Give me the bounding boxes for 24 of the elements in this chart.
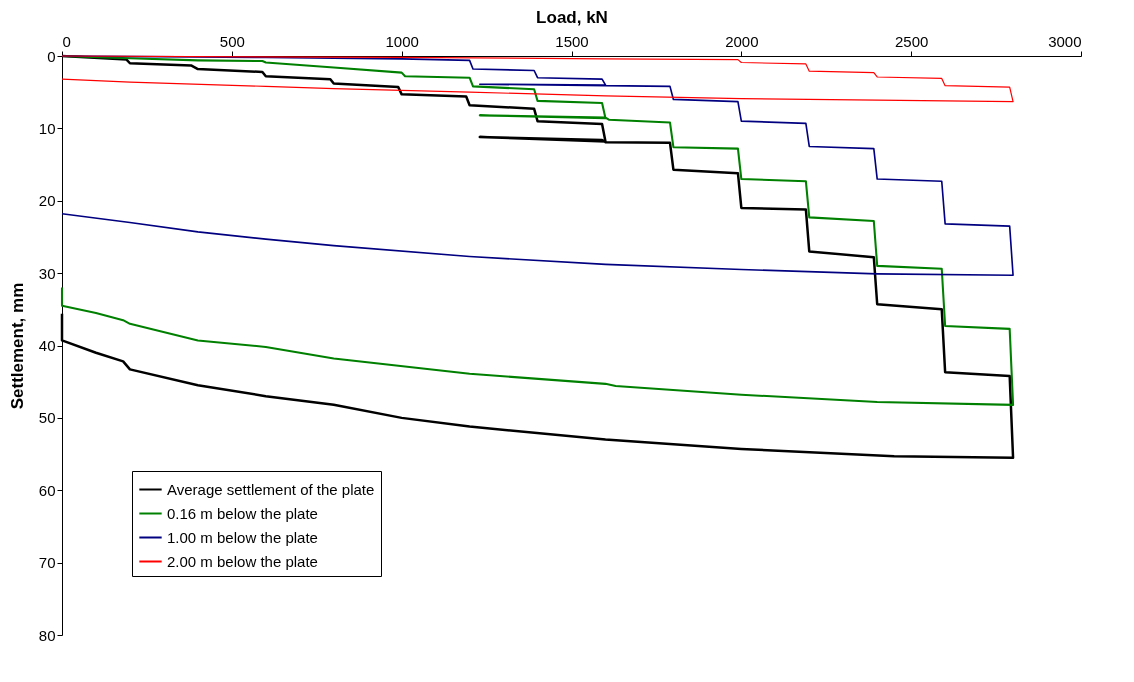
legend-label: Average settlement of the plate bbox=[167, 480, 375, 498]
y-tick-label: 70 bbox=[38, 554, 56, 572]
x-tick-label: 500 bbox=[219, 32, 245, 50]
y-tick-label: 30 bbox=[38, 264, 56, 282]
x-axis-title: Load, kN bbox=[536, 7, 608, 27]
line-series bbox=[61, 55, 1014, 103]
x-tick-label: 3000 bbox=[1048, 32, 1082, 50]
x-tick-label: 2500 bbox=[894, 32, 929, 50]
y-axis-title: Settlement, mm bbox=[7, 282, 27, 410]
y-tick-label: 60 bbox=[38, 481, 56, 499]
y-tick-label: 50 bbox=[38, 409, 56, 427]
y-tick-label: 0 bbox=[47, 47, 56, 65]
x-tick-label: 1500 bbox=[555, 32, 589, 50]
y-tick-label: 20 bbox=[38, 192, 56, 210]
x-tick-label: 1000 bbox=[385, 32, 419, 50]
legend-label: 1.00 m below the plate bbox=[167, 528, 318, 546]
legend-label: 0.16 m below the plate bbox=[167, 504, 318, 522]
x-tick-label: 2000 bbox=[725, 32, 759, 50]
y-tick-label: 40 bbox=[38, 337, 56, 354]
y-tick-label: 80 bbox=[38, 626, 56, 644]
x-tick-label: 0 bbox=[62, 32, 71, 50]
legend-label: 2.00 m below the plate bbox=[167, 552, 318, 570]
line-series bbox=[61, 55, 1014, 277]
y-tick-label: 10 bbox=[38, 119, 56, 137]
